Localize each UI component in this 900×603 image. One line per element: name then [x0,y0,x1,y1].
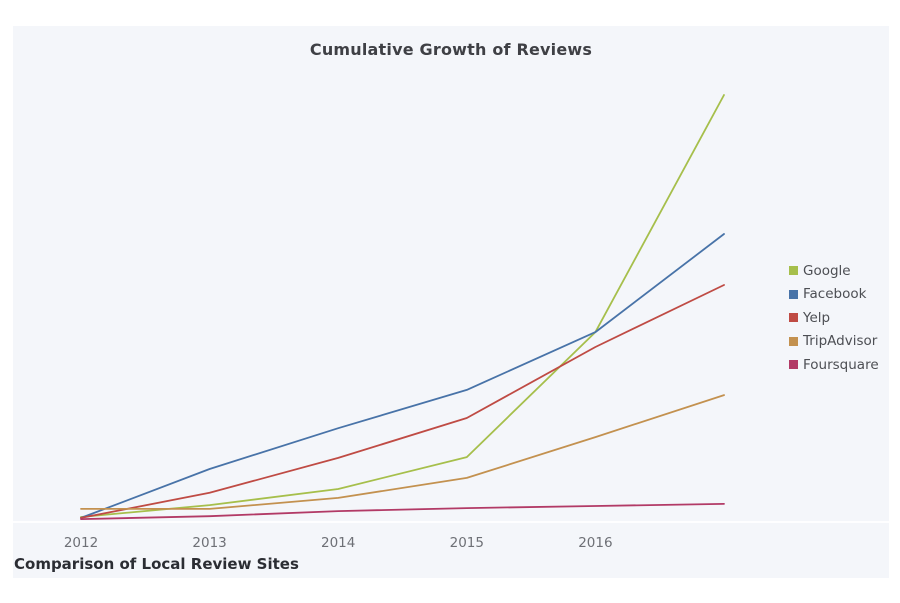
legend-label: Foursquare [803,356,879,373]
x-tick-2012: 2012 [63,535,99,551]
chart-title: Cumulative Growth of Reviews [309,40,593,59]
tripadvisor-series-line [80,394,725,510]
yelp-series-line [80,284,725,519]
yelp-series-swatch-icon [789,313,798,323]
tripadvisor-series-swatch-icon [789,336,798,346]
legend-item-google: Google [789,259,879,283]
facebook-series-swatch-icon [789,289,798,299]
x-tick-2014: 2014 [321,535,356,551]
google-series-swatch-icon [789,266,798,276]
foursquare-series-line [80,502,725,521]
chart-legend: Google Facebook Yelp TripAdvisor Foursqu… [789,259,879,377]
x-tick-2015: 2015 [449,535,484,551]
x-tick-2016: 2016 [578,535,613,551]
legend-label: TripAdvisor [803,333,878,350]
legend-item-tripadvisor: TripAdvisor [789,330,879,354]
x-tick-2013: 2013 [192,535,227,551]
google-series-line [80,94,725,518]
foursquare-series-swatch-icon [789,360,798,370]
legend-label: Google [803,262,851,279]
legend-item-yelp: Yelp [789,306,879,330]
chart-footer-caption: Comparison of Local Review Sites [14,555,299,573]
legend-label: Facebook [803,286,867,303]
facebook-series-line [80,233,725,519]
line-chart-plot [13,94,889,523]
legend-item-foursquare: Foursquare [789,353,879,377]
legend-item-facebook: Facebook [789,283,879,307]
x-axis: 2012 2013 2014 2015 2016 [13,26,889,578]
legend-label: Yelp [803,309,831,326]
chart-card: Cumulative Growth of Reviews 2012 2013 2… [13,26,889,578]
